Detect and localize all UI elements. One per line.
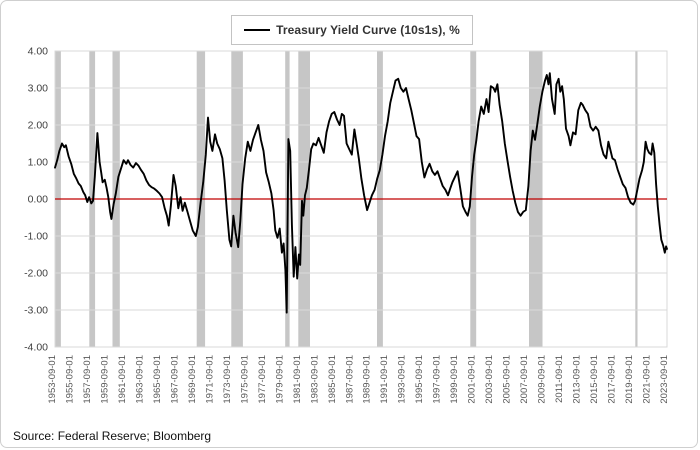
x-axis-tick-label: 1995-09-01 bbox=[414, 355, 425, 404]
x-axis-tick-label: 1977-09-01 bbox=[257, 355, 268, 404]
x-axis-tick-label: 1971-09-01 bbox=[204, 355, 215, 404]
x-axis-tick-label: 2007-09-01 bbox=[519, 355, 530, 404]
x-axis-tick-label: 1963-09-01 bbox=[134, 355, 145, 404]
x-axis-tick-label: 2019-09-01 bbox=[624, 355, 635, 404]
x-axis-tick-label: 1991-09-01 bbox=[379, 355, 390, 404]
y-axis-tick-label: 3.00 bbox=[28, 83, 49, 95]
x-axis-tick-label: 1969-09-01 bbox=[187, 355, 198, 404]
x-axis-tick-label: 1987-09-01 bbox=[344, 355, 355, 404]
y-axis-tick-label: -4.00 bbox=[24, 342, 48, 354]
source-note: Source: Federal Reserve; Bloomberg bbox=[13, 429, 212, 443]
y-axis-tick-label: 4.00 bbox=[28, 46, 49, 58]
y-axis-tick-label: -3.00 bbox=[24, 305, 48, 317]
x-axis-tick-label: 1955-09-01 bbox=[64, 355, 75, 404]
x-axis-tick-label: 2011-09-01 bbox=[554, 355, 565, 403]
x-axis-tick-label: 1959-09-01 bbox=[99, 355, 110, 404]
yield-curve-chart: 4.00 3.00 2.00 1.00 0.00 -1.00 -2.00 -3.00 -4.00… bbox=[24, 46, 670, 404]
x-axis-tick-label: 2015-09-01 bbox=[589, 355, 600, 404]
x-axis-tick-label: 1975-09-01 bbox=[239, 355, 250, 404]
y-axis-tick-label: 2.00 bbox=[28, 120, 49, 132]
x-axis-tick-label: 2003-09-01 bbox=[484, 355, 495, 404]
x-axis-tick-label: 2005-09-01 bbox=[502, 355, 513, 404]
x-axis-tick-label: 2021-09-01 bbox=[642, 355, 653, 404]
x-axis-tick-label: 1965-09-01 bbox=[152, 355, 163, 404]
x-axis-tick-label: 2001-09-01 bbox=[467, 355, 478, 404]
x-axis-tick-label: 1967-09-01 bbox=[169, 355, 180, 404]
x-axis-tick-label: 1999-09-01 bbox=[449, 355, 460, 404]
x-axis-tick-label: 1993-09-01 bbox=[397, 355, 408, 404]
x-axis-tick-label: 1953-09-01 bbox=[47, 355, 58, 404]
chart-legend: Treasury Yield Curve (10s1s), % bbox=[231, 15, 473, 45]
x-axis-tick-label: 1957-09-01 bbox=[82, 355, 93, 404]
y-axis-tick-label: -1.00 bbox=[24, 231, 48, 243]
x-axis-tick-label: 2013-09-01 bbox=[572, 355, 583, 404]
x-axis-tick-label: 1961-09-01 bbox=[117, 355, 128, 404]
x-axis-tick-label: 1981-09-01 bbox=[292, 355, 303, 404]
x-axis-tick-label: 2017-09-01 bbox=[607, 355, 618, 404]
series-line bbox=[54, 72, 668, 314]
x-axis-tick-label: 2023-09-01 bbox=[659, 355, 670, 404]
x-axis-tick-label: 2009-09-01 bbox=[537, 355, 548, 404]
x-axis-tick-label: 1997-09-01 bbox=[432, 355, 443, 404]
x-axis-tick-label: 1989-09-01 bbox=[362, 355, 373, 404]
x-axis-tick-label: 1973-09-01 bbox=[222, 355, 233, 404]
y-axis-tick-label: 1.00 bbox=[28, 157, 49, 169]
y-axis-tick-label: -2.00 bbox=[24, 268, 48, 280]
legend-label: Treasury Yield Curve (10s1s), % bbox=[276, 23, 460, 37]
x-axis-tick-label: 1983-09-01 bbox=[309, 355, 320, 404]
y-axis-tick-label: 0.00 bbox=[28, 194, 49, 206]
legend-line-sample-icon bbox=[244, 29, 271, 31]
x-axis-tick-label: 1985-09-01 bbox=[327, 355, 338, 404]
x-axis-tick-label: 1979-09-01 bbox=[274, 355, 285, 404]
